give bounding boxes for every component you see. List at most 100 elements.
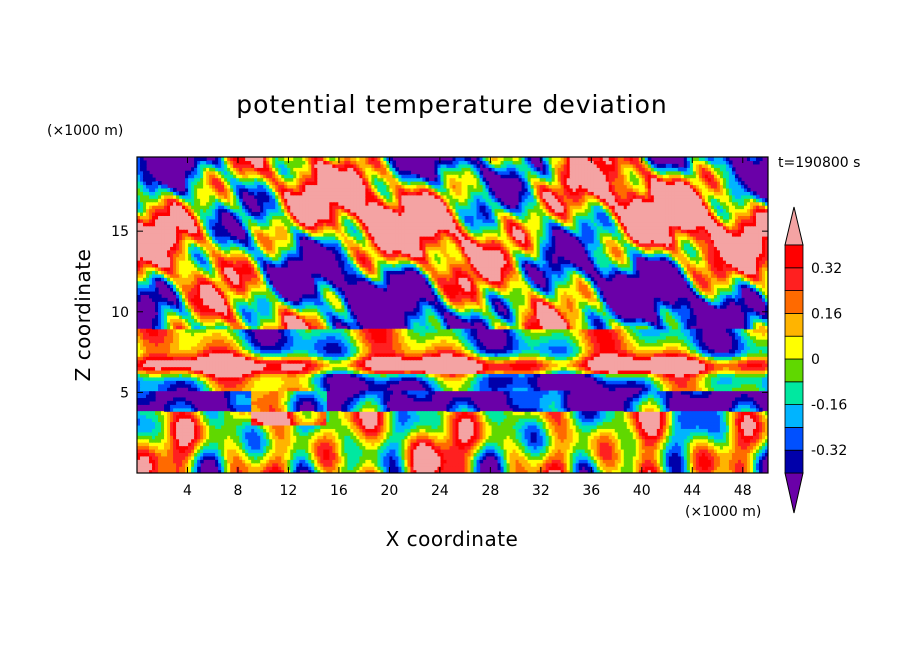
contour-cell [248,421,252,426]
contour-cell [353,445,357,450]
contour-cell [284,459,288,464]
contour-cell [566,462,571,467]
contour-cell [383,387,387,392]
contour-cell [476,438,481,443]
contour-cell [149,459,153,464]
contour-cell [437,431,442,436]
contour-cell [425,455,430,460]
contour-cell [602,466,607,471]
contour-cell [158,435,162,440]
contour-cell [692,431,697,436]
contour-cell [587,431,592,436]
contour-cell [680,459,685,464]
contour-cell [614,469,619,473]
contour-cell [149,428,153,433]
contour-cell [569,445,574,450]
contour-cell [239,428,243,433]
contour-cell [500,448,505,453]
contour-cell [623,462,628,467]
contour-cell [287,455,291,460]
contour-cell [146,428,150,433]
contour-cell [251,469,255,473]
contour-cell [605,469,610,473]
contour-cell [590,438,595,443]
contour-cell [734,455,739,460]
contour-cell [386,462,390,467]
contour-cell [563,469,568,473]
contour-cell [155,438,159,443]
contour-cell [701,448,706,453]
contour-cell [362,418,366,423]
contour-cell [320,442,324,447]
contour-cell [323,390,327,395]
contour-cell [347,452,351,457]
contour-cell [563,445,568,450]
contour-cell [149,442,153,447]
contour-cell [578,428,583,433]
contour-cell [329,431,333,436]
contour-cell [647,428,652,433]
contour-cell [527,442,532,447]
contour-cell [734,448,739,453]
contour-cell [419,424,424,429]
contour-cell [263,428,267,433]
contour-cell [284,442,288,447]
contour-cell [404,455,409,460]
contour-cell [416,448,421,453]
contour-cell [698,445,703,450]
contour-cell [437,452,442,457]
contour-cell [527,445,532,450]
contour-cell [752,442,757,447]
contour-cell [395,428,400,433]
contour-cell [653,445,658,450]
contour-cell [632,466,637,471]
contour-cell [137,421,141,426]
contour-cell [197,428,201,433]
contour-cell [539,442,544,447]
contour-cell [725,448,730,453]
contour-cell [248,431,252,436]
contour-cell [623,455,628,460]
contour-cell [257,431,261,436]
contour-cell [677,435,682,440]
contour-cell [674,424,679,429]
contour-cell [698,459,703,464]
contour-cell [662,452,667,457]
contour-cell [377,442,381,447]
contour-cell [470,469,475,473]
contour-cell [311,448,315,453]
contour-cell [716,435,721,440]
contour-cell [755,455,760,460]
contour-cell [467,452,472,457]
contour-cell [416,442,421,447]
contour-cell [278,424,282,429]
contour-cell [293,442,297,447]
contour-cell [599,438,604,443]
contour-cell [692,435,697,440]
contour-cell [221,466,225,471]
contour-cell [470,459,475,464]
contour-cell [464,452,469,457]
contour-cell [575,455,580,460]
contour-cell [230,435,234,440]
contour-cell [332,466,336,471]
contour-cell [239,452,243,457]
contour-cell [257,421,261,426]
contour-cell [230,466,234,471]
contour-cell [611,421,616,426]
contour-cell [149,448,153,453]
contour-cell [674,469,679,473]
contour-cell [293,424,297,429]
contour-cell [506,445,511,450]
contour-cell [464,424,469,429]
contour-cell [206,421,210,426]
contour-cell [431,469,436,473]
contour-cell [341,459,345,464]
contour-cell [479,421,484,426]
contour-cell [398,452,403,457]
contour-cell [443,435,448,440]
contour-cell [701,452,706,457]
contour-cell [395,421,400,426]
contour-cell [164,452,168,457]
